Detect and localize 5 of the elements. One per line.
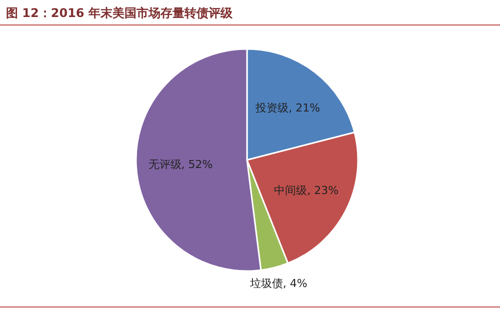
slice-label: 无评级, 52% [148, 158, 213, 172]
slice-label: 垃圾债, 4% [248, 277, 308, 290]
slice-label: 投资级, 21% [254, 101, 320, 114]
slice-label: 中间级, 23% [274, 184, 339, 198]
chart-title: 图 12：2016 年末美国市场存量转债评级 [6, 6, 234, 20]
